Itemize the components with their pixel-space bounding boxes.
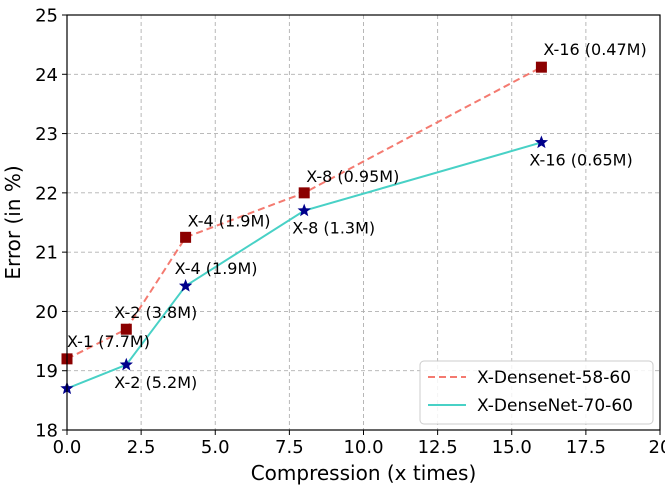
point-annotation: X-4 (1.9M)	[175, 259, 258, 278]
x-tick-label: 2.5	[127, 437, 156, 458]
point-annotation: X-8 (0.95M)	[306, 167, 399, 186]
y-tick-label: 21	[35, 243, 58, 264]
data-point	[535, 61, 547, 73]
x-tick-label: 15.0	[492, 437, 532, 458]
y-tick-label: 25	[35, 6, 58, 27]
x-tick-label: 20	[649, 437, 665, 458]
annotations: X-1 (7.7M) X-2 (3.8M) X-4 (1.9M) X-8 (0.95M…	[67, 40, 647, 392]
legend-box	[419, 360, 654, 425]
ticks: 0.0 2.5 5.0 7.5 10.0 12.5 15.0 17.5 20 18 19 20 21 22…	[35, 6, 665, 459]
series-line	[66, 141, 542, 390]
y-tick-label: 22	[35, 183, 58, 204]
x-tick-label: 7.5	[275, 437, 304, 458]
point-annotation: X-16 (0.65M)	[529, 150, 632, 169]
y-tick-label: 19	[35, 361, 58, 382]
y-tick-label: 18	[35, 421, 58, 442]
x-tick-label: 17.5	[566, 437, 606, 458]
data-point	[298, 187, 310, 199]
series-line	[66, 66, 542, 360]
legend: X-Densenet-58-60 X-DenseNet-70-60	[419, 360, 654, 425]
point-annotation: X-16 (0.47M)	[543, 40, 646, 59]
point-annotation: X-2 (3.8M)	[114, 303, 197, 322]
y-tick-label: 20	[35, 302, 58, 323]
data-point	[178, 278, 193, 292]
x-tick-label: 5.0	[201, 437, 230, 458]
point-annotation: X-1 (7.7M)	[67, 332, 150, 351]
data-point	[297, 203, 311, 217]
data-point	[180, 231, 192, 243]
x-tick-label: 12.5	[418, 437, 458, 458]
y-axis-label: Error (in %)	[1, 165, 25, 279]
x-tick-label: 10.0	[343, 437, 383, 458]
data-point	[119, 357, 133, 371]
series-layer	[60, 61, 549, 395]
x-tick-label: 0.0	[53, 437, 82, 458]
y-tick-label: 24	[35, 65, 58, 86]
point-annotation: X-8 (1.3M)	[292, 219, 375, 238]
point-annotation: X-2 (5.2M)	[114, 373, 197, 392]
data-point	[120, 323, 132, 335]
data-point	[534, 135, 549, 149]
legend-entry-label: X-DenseNet-70-60	[477, 396, 633, 416]
point-annotation: X-4 (1.9M)	[188, 211, 271, 230]
series-2	[60, 135, 549, 395]
y-tick-label: 23	[35, 124, 58, 145]
legend-entry-label: X-Densenet-58-60	[477, 368, 631, 388]
x-axis-label: Compression (x times)	[251, 461, 477, 485]
